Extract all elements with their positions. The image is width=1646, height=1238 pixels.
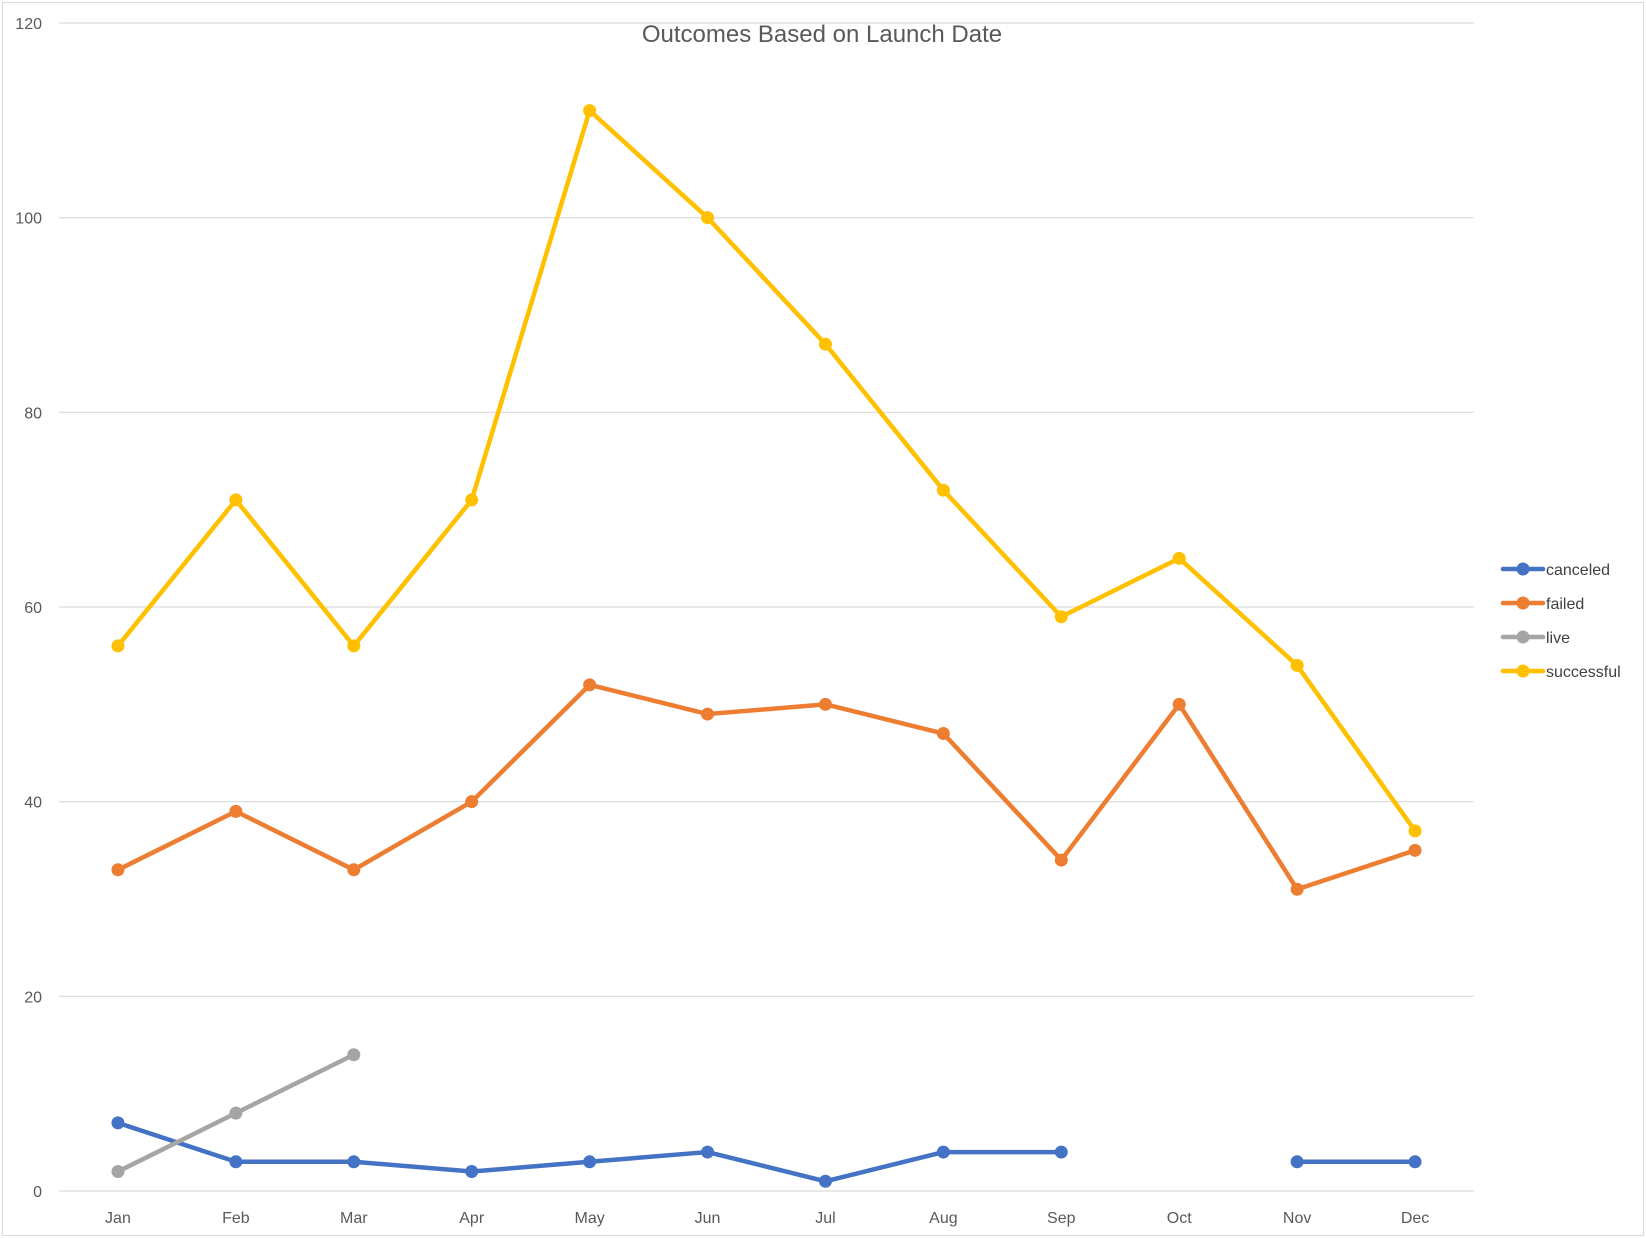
data-point-successful — [465, 493, 479, 507]
data-point-canceled — [347, 1155, 361, 1169]
data-point-successful — [347, 639, 361, 653]
y-tick-label: 120 — [15, 16, 42, 33]
data-point-successful — [936, 483, 950, 497]
x-tick-label: Apr — [459, 1210, 485, 1227]
x-tick-label: Aug — [929, 1210, 957, 1227]
x-tick-label: Jun — [695, 1210, 721, 1227]
y-tick-label: 100 — [15, 211, 42, 228]
data-point-canceled — [465, 1165, 479, 1179]
data-point-canceled — [1054, 1145, 1068, 1159]
y-tick-label: 20 — [24, 989, 42, 1006]
data-point-successful — [1172, 551, 1186, 565]
data-point-failed — [1172, 697, 1186, 711]
legend: canceled failed live successful — [1500, 562, 1621, 681]
series-line-successful — [115, 108, 1418, 834]
legend-swatch-marker — [1516, 562, 1530, 576]
x-tick-label: Oct — [1167, 1210, 1192, 1227]
data-point-successful — [111, 639, 125, 653]
data-point-failed — [936, 727, 950, 741]
x-tick-label: Sep — [1047, 1210, 1076, 1227]
data-point-failed — [1054, 853, 1068, 867]
data-point-canceled — [701, 1145, 715, 1159]
data-point-failed — [347, 863, 361, 877]
data-point-failed — [1290, 882, 1304, 896]
data-point-live — [111, 1165, 125, 1179]
y-tick-label: 80 — [24, 405, 42, 422]
y-tick-label: 40 — [24, 795, 42, 812]
data-point-failed — [111, 863, 125, 877]
data-point-successful — [1054, 610, 1068, 624]
series-successful — [111, 104, 1422, 838]
y-axis-ticks: 0 20 40 60 80 100 120 — [15, 16, 42, 1201]
chart-title: Outcomes Based on Launch Date — [642, 21, 1002, 48]
data-point-successful — [1408, 824, 1422, 838]
data-point-successful — [1290, 658, 1304, 672]
x-tick-label: Mar — [340, 1210, 368, 1227]
data-point-live — [229, 1106, 243, 1120]
series — [111, 104, 1422, 1188]
y-tick-label: 60 — [24, 600, 42, 617]
x-tick-label: May — [575, 1210, 605, 1227]
y-tick-label: 0 — [33, 1184, 42, 1201]
data-point-failed — [465, 795, 479, 809]
legend-label: live — [1546, 630, 1570, 647]
data-point-successful — [583, 104, 597, 118]
data-point-live — [347, 1048, 361, 1062]
series-canceled — [111, 1116, 1422, 1188]
series-line-canceled — [115, 1120, 1064, 1184]
series-live — [111, 1048, 361, 1179]
data-point-failed — [229, 804, 243, 818]
legend-swatch-marker — [1516, 596, 1530, 610]
data-point-canceled — [936, 1145, 950, 1159]
data-point-successful — [229, 493, 243, 507]
data-point-canceled — [111, 1116, 125, 1130]
legend-label: failed — [1546, 596, 1584, 613]
data-point-failed — [701, 707, 715, 721]
x-tick-label: Jul — [815, 1210, 835, 1227]
legend-item-successful: successful — [1500, 664, 1621, 681]
legend-item-failed: failed — [1500, 596, 1584, 613]
x-tick-label: Feb — [222, 1210, 250, 1227]
data-point-canceled — [1408, 1155, 1422, 1169]
x-tick-label: Nov — [1283, 1210, 1311, 1227]
legend-item-canceled: canceled — [1500, 562, 1610, 579]
legend-item-live: live — [1500, 630, 1570, 647]
legend-swatch-marker — [1516, 630, 1530, 644]
legend-label: successful — [1546, 664, 1621, 681]
x-axis-ticks: Jan Feb Mar Apr May Jun Jul Aug Sep Oct Nov Dec — [105, 1210, 1429, 1227]
data-point-failed — [583, 678, 597, 692]
data-point-failed — [818, 697, 832, 711]
legend-swatch-marker — [1516, 664, 1530, 678]
data-point-canceled — [1290, 1155, 1304, 1169]
data-point-successful — [818, 337, 832, 351]
legend-label: canceled — [1546, 562, 1610, 579]
series-line-failed — [115, 682, 1418, 892]
data-point-canceled — [583, 1155, 597, 1169]
series-failed — [111, 678, 1422, 896]
data-point-canceled — [229, 1155, 243, 1169]
gridlines — [59, 22, 1474, 1192]
data-point-successful — [701, 211, 715, 225]
data-point-failed — [1408, 843, 1422, 857]
x-tick-label: Dec — [1401, 1210, 1429, 1227]
data-point-canceled — [818, 1174, 832, 1188]
x-tick-label: Jan — [105, 1210, 131, 1227]
